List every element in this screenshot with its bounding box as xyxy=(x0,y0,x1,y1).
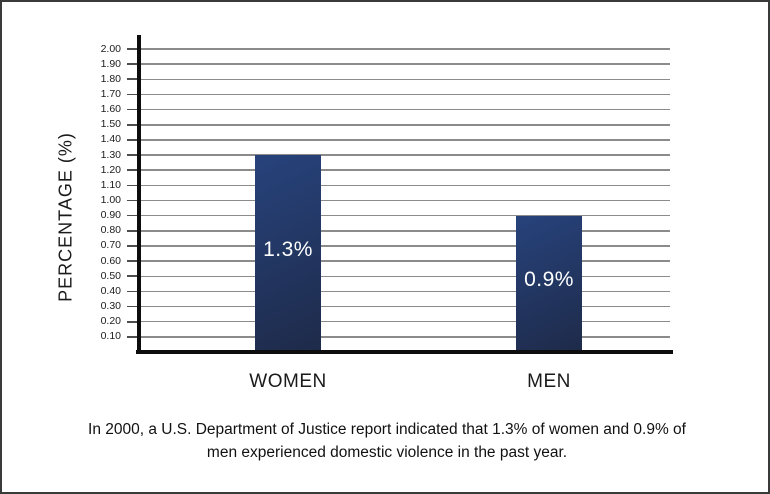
y-tick xyxy=(127,139,140,141)
y-tick xyxy=(127,290,140,293)
y-tick xyxy=(127,169,140,172)
y-tick xyxy=(127,184,140,187)
y-tick-label: 0.20 xyxy=(100,315,121,328)
caption: In 2000, a U.S. Department of Justice re… xyxy=(88,421,686,461)
y-tick xyxy=(127,93,140,96)
y-tick-label: 1.10 xyxy=(100,178,121,191)
category-label-women: WOMEN xyxy=(249,371,327,392)
y-tick-label: 0.50 xyxy=(100,269,121,282)
gridline xyxy=(140,154,670,156)
y-tick-label: 1.30 xyxy=(100,148,121,161)
y-tick xyxy=(127,260,140,262)
gridline xyxy=(140,184,670,187)
gridline xyxy=(140,93,670,96)
bar-men: 0.9% xyxy=(516,215,582,352)
bar-women: 1.3% xyxy=(255,155,321,352)
y-tick-label: 0.70 xyxy=(100,239,121,252)
gridline xyxy=(140,305,670,308)
y-tick xyxy=(127,214,140,217)
y-tick-label: 0.90 xyxy=(100,209,121,222)
y-tick-label: 1.60 xyxy=(100,103,121,116)
gridline xyxy=(140,124,670,126)
y-tick xyxy=(127,336,140,338)
y-tick-label: 2.00 xyxy=(100,42,121,55)
y-axis-line xyxy=(137,35,141,354)
gridline xyxy=(140,260,670,262)
gridline xyxy=(140,108,670,111)
y-tick xyxy=(127,123,140,126)
gridline xyxy=(140,245,670,247)
y-tick-label: 1.90 xyxy=(100,57,121,70)
y-tick xyxy=(127,245,140,247)
gridline xyxy=(140,336,670,338)
y-tick xyxy=(127,305,140,308)
gridline xyxy=(140,199,670,202)
y-tick-label: 1.20 xyxy=(100,163,121,176)
y-tick xyxy=(127,320,140,323)
y-tick-label: 0.60 xyxy=(100,254,121,267)
gridline xyxy=(140,320,670,323)
y-tick xyxy=(127,199,140,202)
bar-value-label: 1.3% xyxy=(263,237,313,261)
gridline xyxy=(140,214,670,217)
category-label-men: MEN xyxy=(527,371,571,392)
y-tick-label: 0.10 xyxy=(100,330,121,343)
y-tick xyxy=(127,63,140,65)
gridline xyxy=(140,169,670,171)
y-tick-label: 1.00 xyxy=(100,194,121,206)
gridline xyxy=(140,48,670,50)
y-tick xyxy=(127,78,140,81)
y-tick-label: 0.80 xyxy=(100,224,121,237)
y-tick-label: 1.70 xyxy=(100,87,121,100)
gridline xyxy=(140,139,670,141)
y-tick xyxy=(127,154,140,156)
y-tick xyxy=(127,229,140,232)
y-tick xyxy=(127,108,140,111)
gridline xyxy=(140,63,670,65)
gridline xyxy=(140,290,670,293)
y-tick xyxy=(127,48,140,50)
y-tick-label: 1.80 xyxy=(100,72,121,85)
gridline xyxy=(140,230,670,232)
bar-value-label: 0.9% xyxy=(524,267,574,291)
y-tick-label: 0.40 xyxy=(100,284,121,297)
gridline xyxy=(140,78,670,81)
y-tick-label: 1.40 xyxy=(100,133,121,146)
x-axis-line xyxy=(136,350,673,354)
gridline xyxy=(140,275,670,277)
y-tick xyxy=(127,275,140,278)
y-tick-label: 1.50 xyxy=(100,118,121,131)
y-tick-label: 0.30 xyxy=(100,300,121,313)
